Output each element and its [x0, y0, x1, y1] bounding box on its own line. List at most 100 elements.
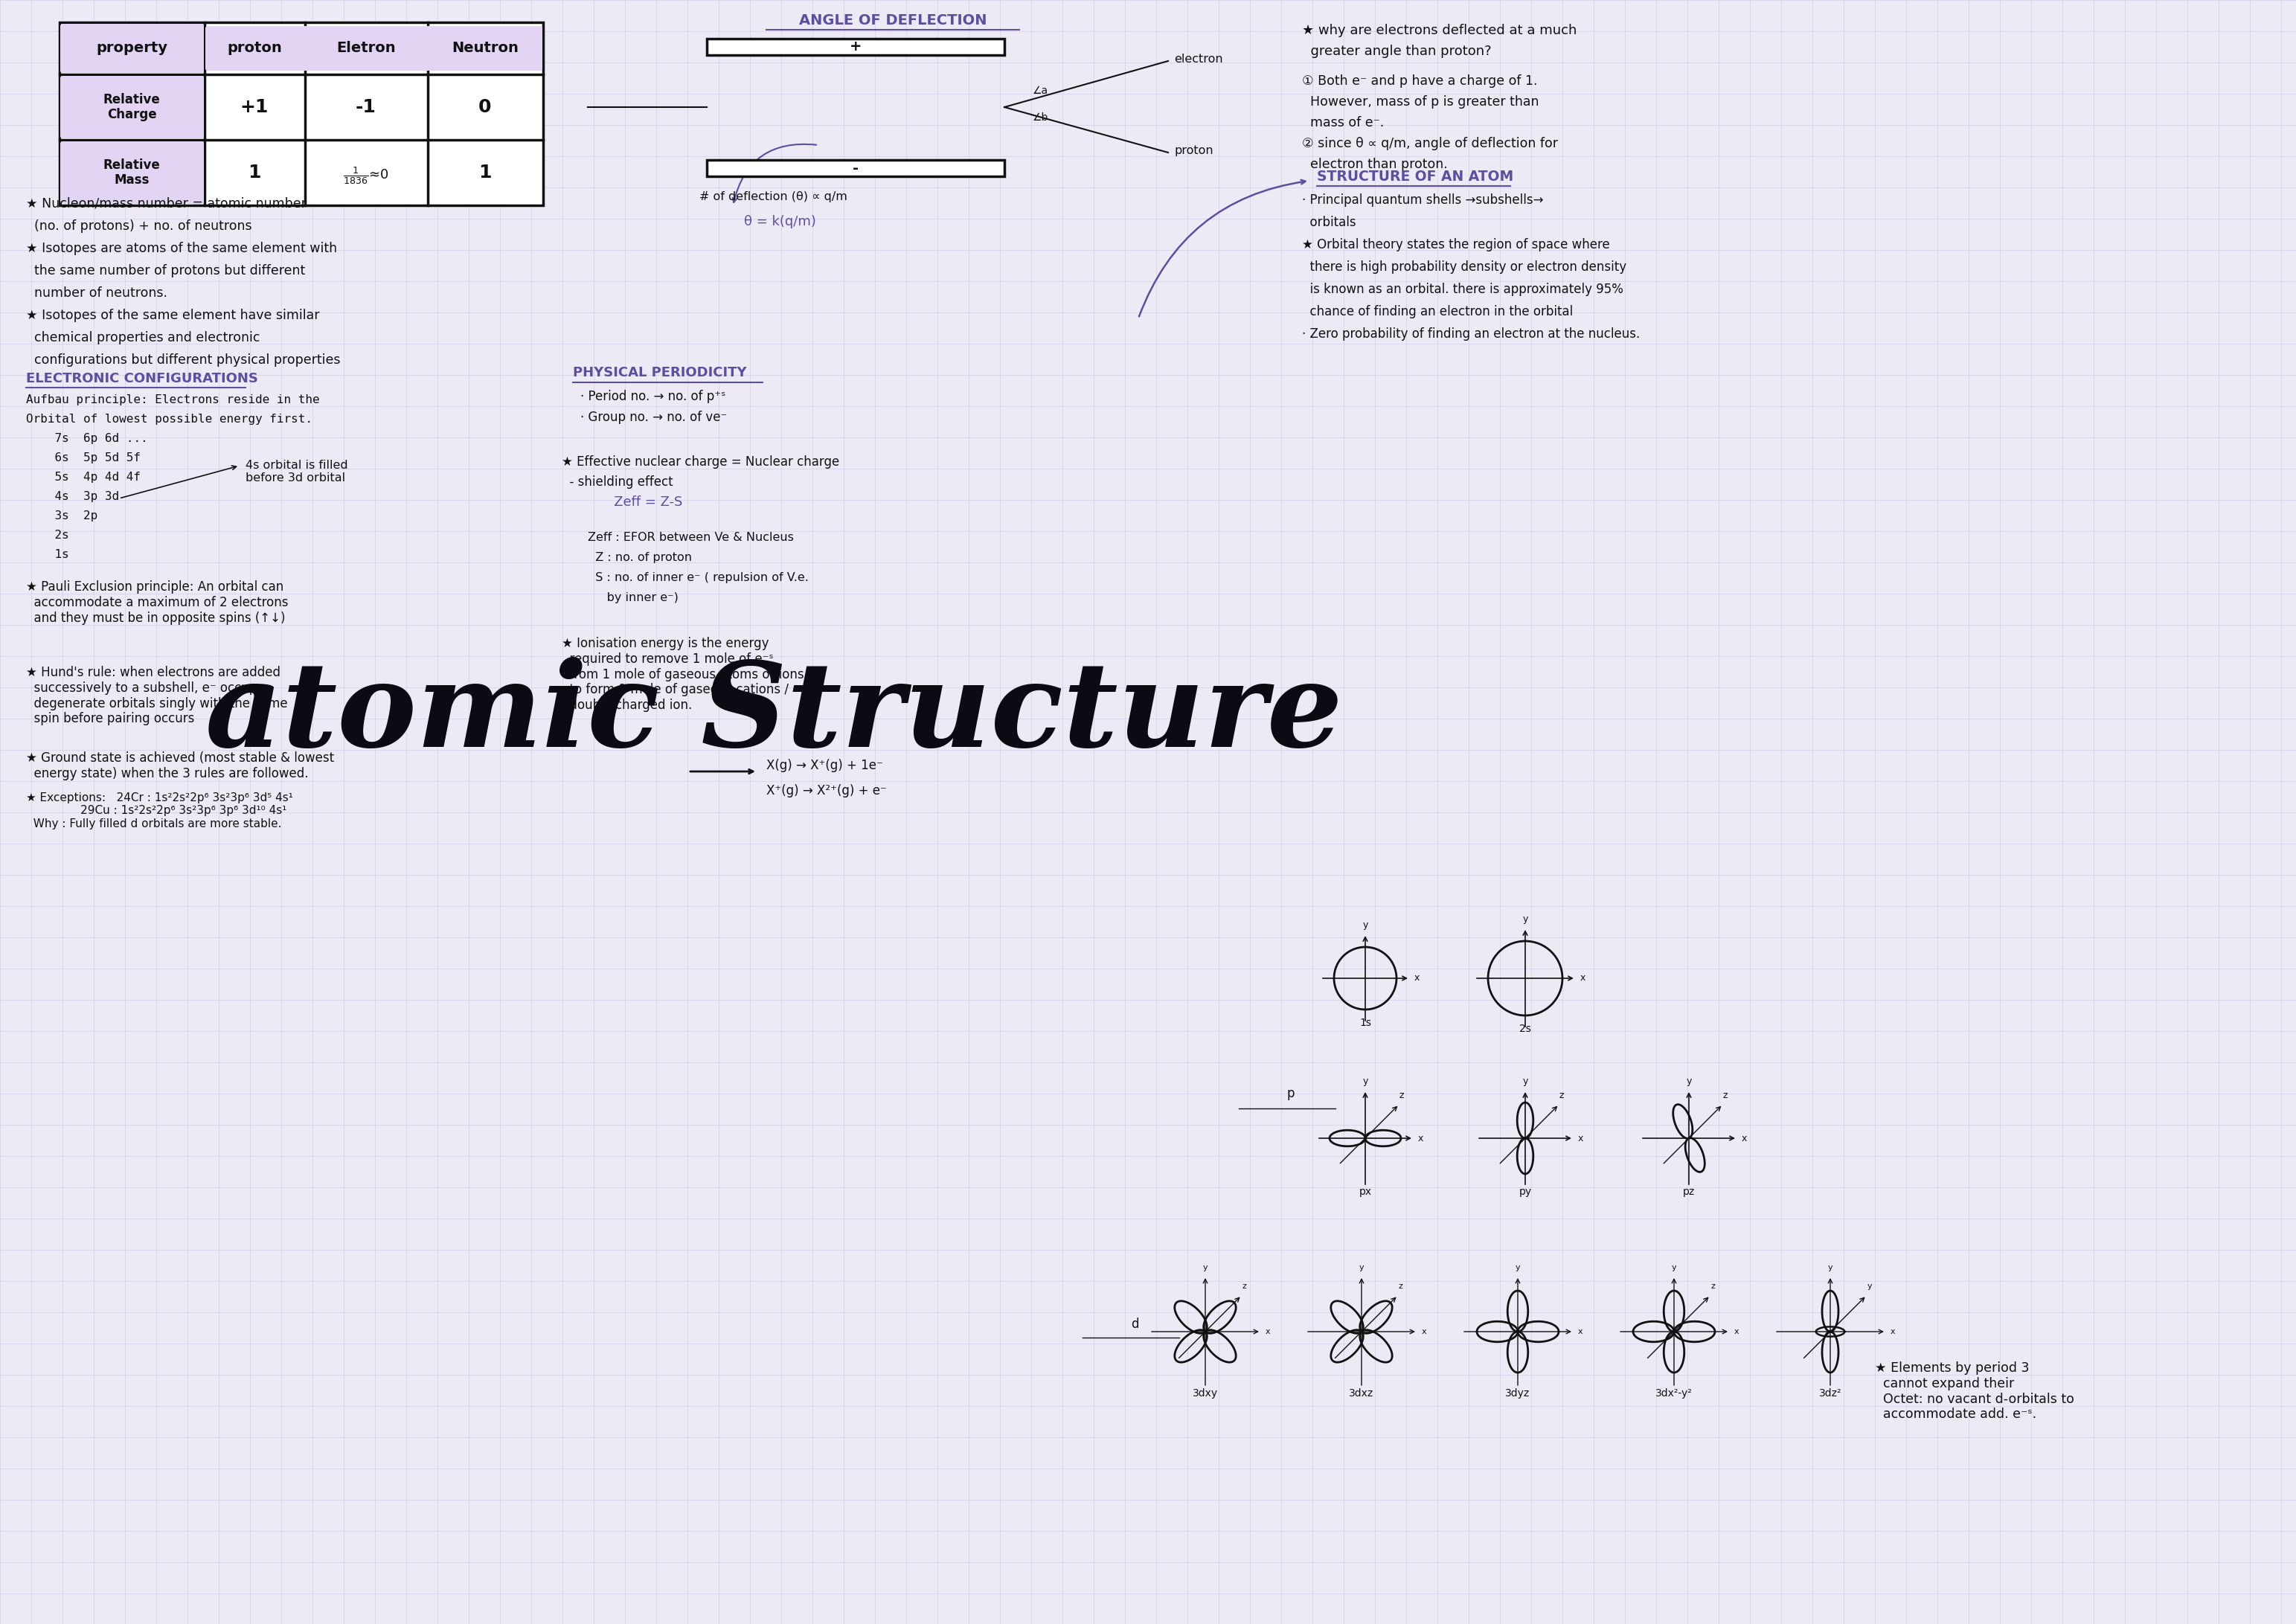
- Text: x: x: [1890, 1328, 1896, 1335]
- Text: d: d: [1130, 1317, 1139, 1332]
- Text: z: z: [1722, 1091, 1727, 1101]
- Text: Zeff : EFOR between Ve & Nucleus: Zeff : EFOR between Ve & Nucleus: [588, 533, 794, 542]
- Text: ANGLE OF DEFLECTION: ANGLE OF DEFLECTION: [799, 13, 987, 28]
- Text: y: y: [1362, 921, 1368, 931]
- Text: 1s: 1s: [25, 549, 69, 560]
- Text: configurations but different physical properties: configurations but different physical pr…: [25, 354, 340, 367]
- Text: 1s: 1s: [1359, 1018, 1371, 1028]
- Text: 3dxy: 3dxy: [1192, 1389, 1217, 1398]
- Text: z: z: [1398, 1283, 1403, 1291]
- Text: ★ Isotopes of the same element have similar: ★ Isotopes of the same element have simi…: [25, 309, 319, 322]
- Text: 0: 0: [478, 97, 491, 115]
- Text: $\frac{1}{1836}$≈0: $\frac{1}{1836}$≈0: [342, 166, 388, 185]
- Text: 3dx²-y²: 3dx²-y²: [1655, 1389, 1692, 1398]
- Text: ∠b: ∠b: [1033, 112, 1049, 123]
- Text: z: z: [1398, 1091, 1403, 1101]
- Text: Eletron: Eletron: [338, 41, 395, 55]
- Text: chemical properties and electronic: chemical properties and electronic: [25, 331, 259, 344]
- Text: y: y: [1671, 1263, 1676, 1272]
- Text: x: x: [1414, 973, 1419, 983]
- Text: x: x: [1577, 1134, 1584, 1143]
- Text: mass of e⁻.: mass of e⁻.: [1302, 115, 1384, 130]
- Text: y: y: [1685, 1077, 1692, 1086]
- Text: X⁺(g) → X²⁺(g) + e⁻: X⁺(g) → X²⁺(g) + e⁻: [767, 784, 886, 797]
- Text: 1: 1: [248, 164, 262, 182]
- Text: is known as an orbital. there is approximately 95%: is known as an orbital. there is approxi…: [1302, 283, 1623, 296]
- Text: proton: proton: [1173, 146, 1212, 156]
- Text: there is high probability density or electron density: there is high probability density or ele…: [1302, 260, 1626, 274]
- Text: ★ Exceptions:   24Cr : 1s²2s²2p⁶ 3s²3p⁶ 3d⁵ 4s¹
               29Cu : 1s²2s²2p⁶ : ★ Exceptions: 24Cr : 1s²2s²2p⁶ 3s²3p⁶ 3d…: [25, 793, 294, 830]
- Text: STRUCTURE OF AN ATOM: STRUCTURE OF AN ATOM: [1318, 169, 1513, 184]
- Text: · Period no. → no. of p⁺ˢ: · Period no. → no. of p⁺ˢ: [581, 390, 726, 403]
- FancyBboxPatch shape: [60, 24, 204, 73]
- Text: z: z: [1711, 1283, 1715, 1291]
- Text: θ = k(q/m): θ = k(q/m): [744, 214, 815, 229]
- Text: ★ Orbital theory states the region of space where: ★ Orbital theory states the region of sp…: [1302, 239, 1609, 252]
- Text: y: y: [1362, 1077, 1368, 1086]
- Text: z: z: [1559, 1091, 1564, 1101]
- Text: x: x: [1265, 1328, 1270, 1335]
- Text: y: y: [1867, 1283, 1871, 1291]
- Text: X(g) → X⁺(g) + 1e⁻: X(g) → X⁺(g) + 1e⁻: [767, 758, 884, 771]
- Text: y: y: [1522, 1077, 1527, 1086]
- Text: ★ Effective nuclear charge = Nuclear charge: ★ Effective nuclear charge = Nuclear cha…: [563, 455, 840, 469]
- Bar: [60, 23, 544, 205]
- Text: ★ Nucleon/mass number = atomic number: ★ Nucleon/mass number = atomic number: [25, 197, 305, 211]
- Text: x: x: [1733, 1328, 1738, 1335]
- Text: px: px: [1359, 1187, 1371, 1197]
- Text: (no. of protons) + no. of neutrons: (no. of protons) + no. of neutrons: [25, 219, 253, 232]
- Text: x: x: [1419, 1134, 1424, 1143]
- Text: x: x: [1580, 973, 1587, 983]
- Text: pz: pz: [1683, 1187, 1694, 1197]
- Text: 2s: 2s: [1520, 1023, 1531, 1034]
- Text: +1: +1: [241, 97, 269, 115]
- Text: y: y: [1828, 1263, 1832, 1272]
- Text: · Principal quantum shells →subshells→: · Principal quantum shells →subshells→: [1302, 193, 1543, 206]
- Text: ★ Hund's rule: when electrons are added
  successively to a subshell, e⁻ occupy
: ★ Hund's rule: when electrons are added …: [25, 666, 287, 726]
- Text: 1: 1: [478, 164, 491, 182]
- Text: proton: proton: [227, 41, 282, 55]
- Text: 6s  5p 5d 5f: 6s 5p 5d 5f: [25, 453, 140, 463]
- Text: py: py: [1520, 1187, 1531, 1197]
- Text: 3dyz: 3dyz: [1506, 1389, 1529, 1398]
- Text: ★ Ground state is achieved (most stable & lowest
  energy state) when the 3 rule: ★ Ground state is achieved (most stable …: [25, 752, 335, 780]
- Text: greater angle than proton?: greater angle than proton?: [1302, 44, 1492, 58]
- FancyBboxPatch shape: [204, 26, 542, 71]
- Text: Aufbau principle: Electrons reside in the: Aufbau principle: Electrons reside in th…: [25, 395, 319, 406]
- Text: z: z: [1242, 1283, 1247, 1291]
- Text: ★ why are electrons deflected at a much: ★ why are electrons deflected at a much: [1302, 24, 1577, 37]
- Text: Relative
Mass: Relative Mass: [103, 158, 161, 187]
- FancyBboxPatch shape: [60, 141, 204, 205]
- Text: Relative
Charge: Relative Charge: [103, 93, 161, 122]
- Text: 3dxz: 3dxz: [1350, 1389, 1373, 1398]
- Text: x: x: [1743, 1134, 1747, 1143]
- Text: 2s: 2s: [25, 529, 69, 541]
- Text: 3s  2p: 3s 2p: [25, 510, 99, 521]
- Text: electron than proton.: electron than proton.: [1302, 158, 1449, 171]
- Text: 4s  3p 3d: 4s 3p 3d: [25, 490, 119, 502]
- Text: y: y: [1515, 1263, 1520, 1272]
- Text: ★ Isotopes are atoms of the same element with: ★ Isotopes are atoms of the same element…: [25, 242, 338, 255]
- Text: x: x: [1421, 1328, 1426, 1335]
- Text: x: x: [1577, 1328, 1582, 1335]
- Text: the same number of protons but different: the same number of protons but different: [25, 265, 305, 278]
- Text: Zeff = Z-S: Zeff = Z-S: [583, 495, 682, 508]
- Text: Z : no. of proton: Z : no. of proton: [588, 552, 691, 564]
- FancyBboxPatch shape: [60, 76, 204, 138]
- Text: S : no. of inner e⁻ ( repulsion of V.e.: S : no. of inner e⁻ ( repulsion of V.e.: [588, 572, 808, 583]
- Text: y: y: [1522, 914, 1527, 924]
- Text: property: property: [96, 41, 168, 55]
- Bar: [707, 159, 1003, 177]
- Text: p: p: [1288, 1086, 1295, 1101]
- Text: 7s  6p 6d ...: 7s 6p 6d ...: [25, 434, 147, 443]
- Text: 3dz²: 3dz²: [1818, 1389, 1841, 1398]
- Text: · Zero probability of finding an electron at the nucleus.: · Zero probability of finding an electro…: [1302, 328, 1639, 341]
- Text: y: y: [1203, 1263, 1208, 1272]
- Text: -1: -1: [356, 97, 377, 115]
- Text: chance of finding an electron in the orbital: chance of finding an electron in the orb…: [1302, 305, 1573, 318]
- Text: ELECTRONIC CONFIGURATIONS: ELECTRONIC CONFIGURATIONS: [25, 372, 257, 385]
- Text: orbitals: orbitals: [1302, 216, 1357, 229]
- Text: ∠a: ∠a: [1033, 86, 1049, 96]
- Bar: [707, 39, 1003, 55]
- Text: 4s orbital is filled
before 3d orbital: 4s orbital is filled before 3d orbital: [246, 460, 349, 484]
